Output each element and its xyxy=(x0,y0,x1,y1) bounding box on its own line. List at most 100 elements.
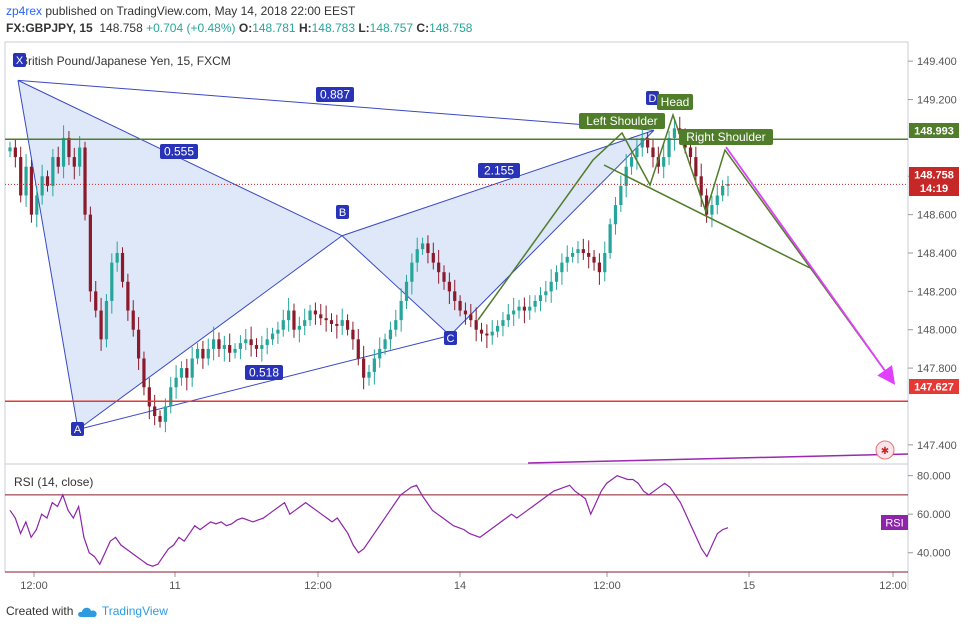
candle[interactable] xyxy=(351,321,355,350)
candle[interactable] xyxy=(94,281,98,318)
candle[interactable] xyxy=(538,287,543,312)
candle[interactable] xyxy=(560,253,564,285)
candle[interactable] xyxy=(388,321,393,350)
candle[interactable] xyxy=(185,358,189,391)
candle[interactable] xyxy=(437,249,441,284)
candle[interactable] xyxy=(479,322,484,342)
candle[interactable] xyxy=(281,309,285,337)
candle[interactable] xyxy=(51,149,55,197)
candle[interactable] xyxy=(587,240,591,269)
candle[interactable] xyxy=(201,340,205,369)
candle[interactable] xyxy=(72,147,76,180)
candle[interactable] xyxy=(13,139,17,168)
point-b-marker[interactable]: B xyxy=(336,205,349,219)
candle[interactable] xyxy=(195,343,200,365)
candle[interactable] xyxy=(410,253,414,295)
point-c-marker[interactable]: C xyxy=(444,331,457,345)
ratio-ac[interactable]: 0.518 xyxy=(245,365,283,380)
candle[interactable] xyxy=(694,146,698,184)
candle[interactable] xyxy=(404,274,409,310)
candle[interactable] xyxy=(174,365,178,399)
candle[interactable] xyxy=(613,196,618,235)
candle[interactable] xyxy=(490,320,494,345)
candle[interactable] xyxy=(608,218,612,259)
candle[interactable] xyxy=(549,269,553,303)
candle[interactable] xyxy=(40,164,44,205)
candle[interactable] xyxy=(474,307,478,342)
candle[interactable] xyxy=(297,316,301,343)
candle[interactable] xyxy=(463,302,468,325)
candle[interactable] xyxy=(340,308,344,336)
candle[interactable] xyxy=(345,314,350,336)
candle[interactable] xyxy=(554,265,559,290)
candle[interactable] xyxy=(592,249,596,271)
candle[interactable] xyxy=(581,238,585,260)
candle[interactable] xyxy=(415,237,419,272)
candle[interactable] xyxy=(367,365,371,386)
events-flag-icon[interactable]: ✱ xyxy=(875,440,895,460)
candle[interactable] xyxy=(378,337,382,368)
pattern-leg[interactable] xyxy=(341,235,451,336)
candle[interactable] xyxy=(662,144,666,179)
candle[interactable] xyxy=(726,175,730,197)
candle[interactable] xyxy=(179,361,184,386)
candle[interactable] xyxy=(8,141,12,158)
candle[interactable] xyxy=(469,304,473,328)
candle[interactable] xyxy=(115,241,119,272)
candle[interactable] xyxy=(270,327,275,346)
candle[interactable] xyxy=(453,279,457,311)
candle[interactable] xyxy=(254,338,259,357)
candle[interactable] xyxy=(640,126,644,157)
rsi-pane[interactable] xyxy=(4,463,909,573)
candle[interactable] xyxy=(303,308,307,336)
candle[interactable] xyxy=(142,351,146,396)
candle[interactable] xyxy=(629,150,634,175)
candle[interactable] xyxy=(163,398,167,433)
ratio-xd[interactable]: 0.887 xyxy=(316,87,354,102)
candle[interactable] xyxy=(206,338,210,366)
trend-line-purple[interactable] xyxy=(527,453,909,464)
candle[interactable] xyxy=(646,132,650,154)
left-shoulder-annotation[interactable]: Left Shoulder xyxy=(579,113,665,129)
candle[interactable] xyxy=(287,297,291,332)
candle[interactable] xyxy=(104,294,109,348)
candle[interactable] xyxy=(244,328,248,351)
ratio-xb[interactable]: 0.555 xyxy=(160,144,198,159)
candle[interactable] xyxy=(501,312,505,337)
candle[interactable] xyxy=(619,175,623,212)
head-annotation[interactable]: Head xyxy=(657,94,693,110)
candle[interactable] xyxy=(721,180,725,202)
candle[interactable] xyxy=(517,299,521,319)
candle[interactable] xyxy=(78,135,82,176)
candle[interactable] xyxy=(635,138,639,170)
publisher-name[interactable]: zp4rex xyxy=(6,4,43,18)
candle[interactable] xyxy=(147,378,151,420)
point-x-marker[interactable]: X xyxy=(13,53,26,67)
candle[interactable] xyxy=(426,235,430,264)
price-chart[interactable]: 149.400149.200148.800148.600148.400148.2… xyxy=(0,0,968,600)
candle[interactable] xyxy=(126,273,130,321)
pattern-leg[interactable] xyxy=(77,235,343,430)
candle[interactable] xyxy=(571,247,575,263)
candle[interactable] xyxy=(522,297,526,324)
head-shoulders-path[interactable] xyxy=(477,112,894,383)
candle[interactable] xyxy=(597,253,602,285)
candle[interactable] xyxy=(217,332,221,357)
candle[interactable] xyxy=(83,141,87,221)
candle[interactable] xyxy=(29,159,34,223)
candle[interactable] xyxy=(512,297,516,326)
candle[interactable] xyxy=(319,304,323,326)
candle[interactable] xyxy=(485,324,489,349)
candle[interactable] xyxy=(335,314,339,339)
candle[interactable] xyxy=(710,195,714,228)
candle[interactable] xyxy=(372,349,376,385)
pattern-leg[interactable] xyxy=(341,129,655,237)
candle[interactable] xyxy=(394,309,398,337)
candle[interactable] xyxy=(431,242,435,270)
candle[interactable] xyxy=(88,206,92,302)
candle[interactable] xyxy=(383,333,387,355)
candle[interactable] xyxy=(329,313,334,333)
candle[interactable] xyxy=(672,119,677,151)
candle[interactable] xyxy=(458,295,462,317)
candle[interactable] xyxy=(506,304,510,328)
